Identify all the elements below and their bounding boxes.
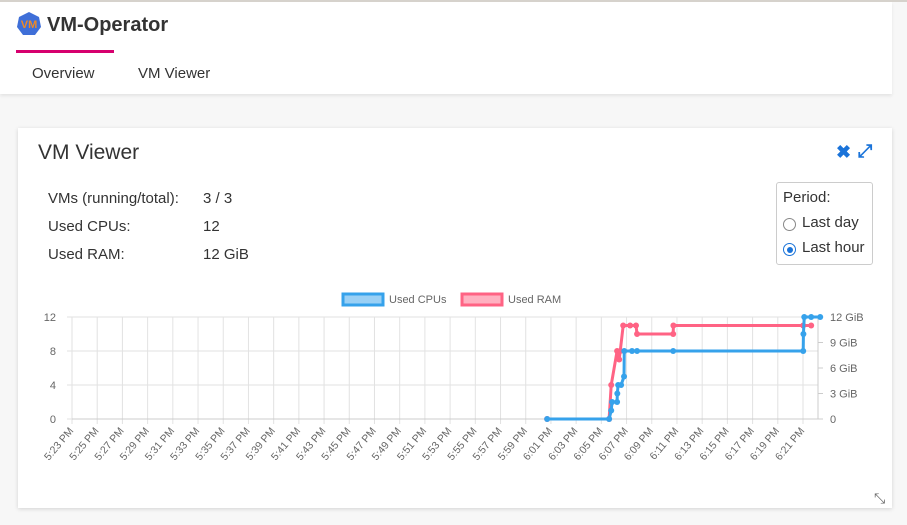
active-tab-indicator (16, 50, 114, 53)
data-point-cpus (606, 416, 613, 422)
data-point-ram (808, 322, 815, 329)
app-title: VM-Operator (47, 14, 169, 36)
data-point-cpus (614, 390, 621, 397)
stat-cpus-label: Used CPUs: (48, 218, 131, 235)
stat-ram-label: Used RAM: (48, 246, 125, 263)
data-point-cpus (629, 348, 636, 354)
y-right-tick-label: 3 GiB (830, 389, 858, 401)
stat-cpus-value: 12 (203, 218, 220, 235)
stat-vms-value: 3 / 3 (203, 190, 233, 207)
data-point-cpus (609, 399, 616, 405)
data-point-cpus (670, 348, 677, 354)
card-title: VM Viewer (38, 141, 140, 164)
period-label: Period: (783, 189, 831, 206)
close-icon[interactable]: ✖ (836, 142, 852, 162)
stat-ram-value: 12 GiB (203, 246, 249, 263)
series-line-cpus (547, 315, 821, 421)
data-point-cpus (800, 331, 807, 337)
data-point-cpus (817, 314, 824, 320)
data-point-cpus (800, 348, 807, 354)
top-border (0, 0, 907, 2)
y-left-tick-label: 0 (50, 414, 56, 426)
data-point-ram (633, 322, 640, 329)
data-point-cpus (808, 314, 815, 320)
data-point-ram (634, 331, 641, 337)
y-right-tick-label: 9 GiB (830, 338, 858, 350)
data-point-cpus (621, 373, 628, 380)
radio-last-day[interactable] (783, 218, 796, 231)
y-left-tick-label: 4 (50, 380, 56, 392)
y-right-tick-label: 0 (830, 414, 836, 426)
tab-vm-viewer[interactable]: VM Viewer (138, 65, 211, 82)
legend-swatch-ram (460, 292, 504, 307)
y-right-tick-label: 12 GiB (830, 312, 864, 324)
logo-text: VM (21, 19, 38, 31)
data-point-cpus (618, 382, 625, 388)
data-point-ram (620, 322, 627, 329)
data-point-ram (670, 322, 677, 329)
stat-vms-label: VMs (running/total): (48, 190, 179, 207)
option-last-day[interactable]: Last day (802, 214, 859, 231)
data-point-cpus (634, 348, 641, 354)
app-logo-icon: VM (17, 12, 41, 35)
data-point-ram (616, 356, 623, 363)
radio-last-hour[interactable] (783, 243, 796, 256)
data-point-ram (627, 322, 634, 329)
data-point-cpus (614, 399, 621, 405)
legend-label-ram: Used RAM (508, 294, 561, 306)
series-line-ram (547, 324, 812, 421)
data-point-cpus (621, 348, 628, 354)
data-point-cpus (544, 416, 551, 422)
app-header: VM VM-Operator Overview VM Viewer (0, 2, 892, 94)
tab-overview[interactable]: Overview (32, 65, 95, 82)
y-left-tick-label: 8 (50, 346, 56, 358)
y-right-tick-label: 6 GiB (830, 363, 858, 375)
y-left-tick-label: 12 (44, 312, 56, 324)
data-point-ram (670, 331, 677, 337)
period-selector: Period: Last day Last hour (776, 182, 873, 265)
option-last-hour[interactable]: Last hour (802, 239, 865, 256)
data-point-ram (608, 382, 615, 388)
vm-viewer-card: VM Viewer ✖ ⤢ VMs (running/total): 3 / 3… (18, 128, 892, 508)
resize-handle-icon[interactable]: ⤡ (874, 490, 886, 506)
data-point-cpus (608, 407, 615, 414)
expand-icon[interactable]: ⤢ (858, 141, 873, 161)
legend-swatch-cpus (341, 292, 385, 307)
legend-label-cpus: Used CPUs (389, 294, 447, 306)
data-point-cpus (801, 314, 808, 320)
